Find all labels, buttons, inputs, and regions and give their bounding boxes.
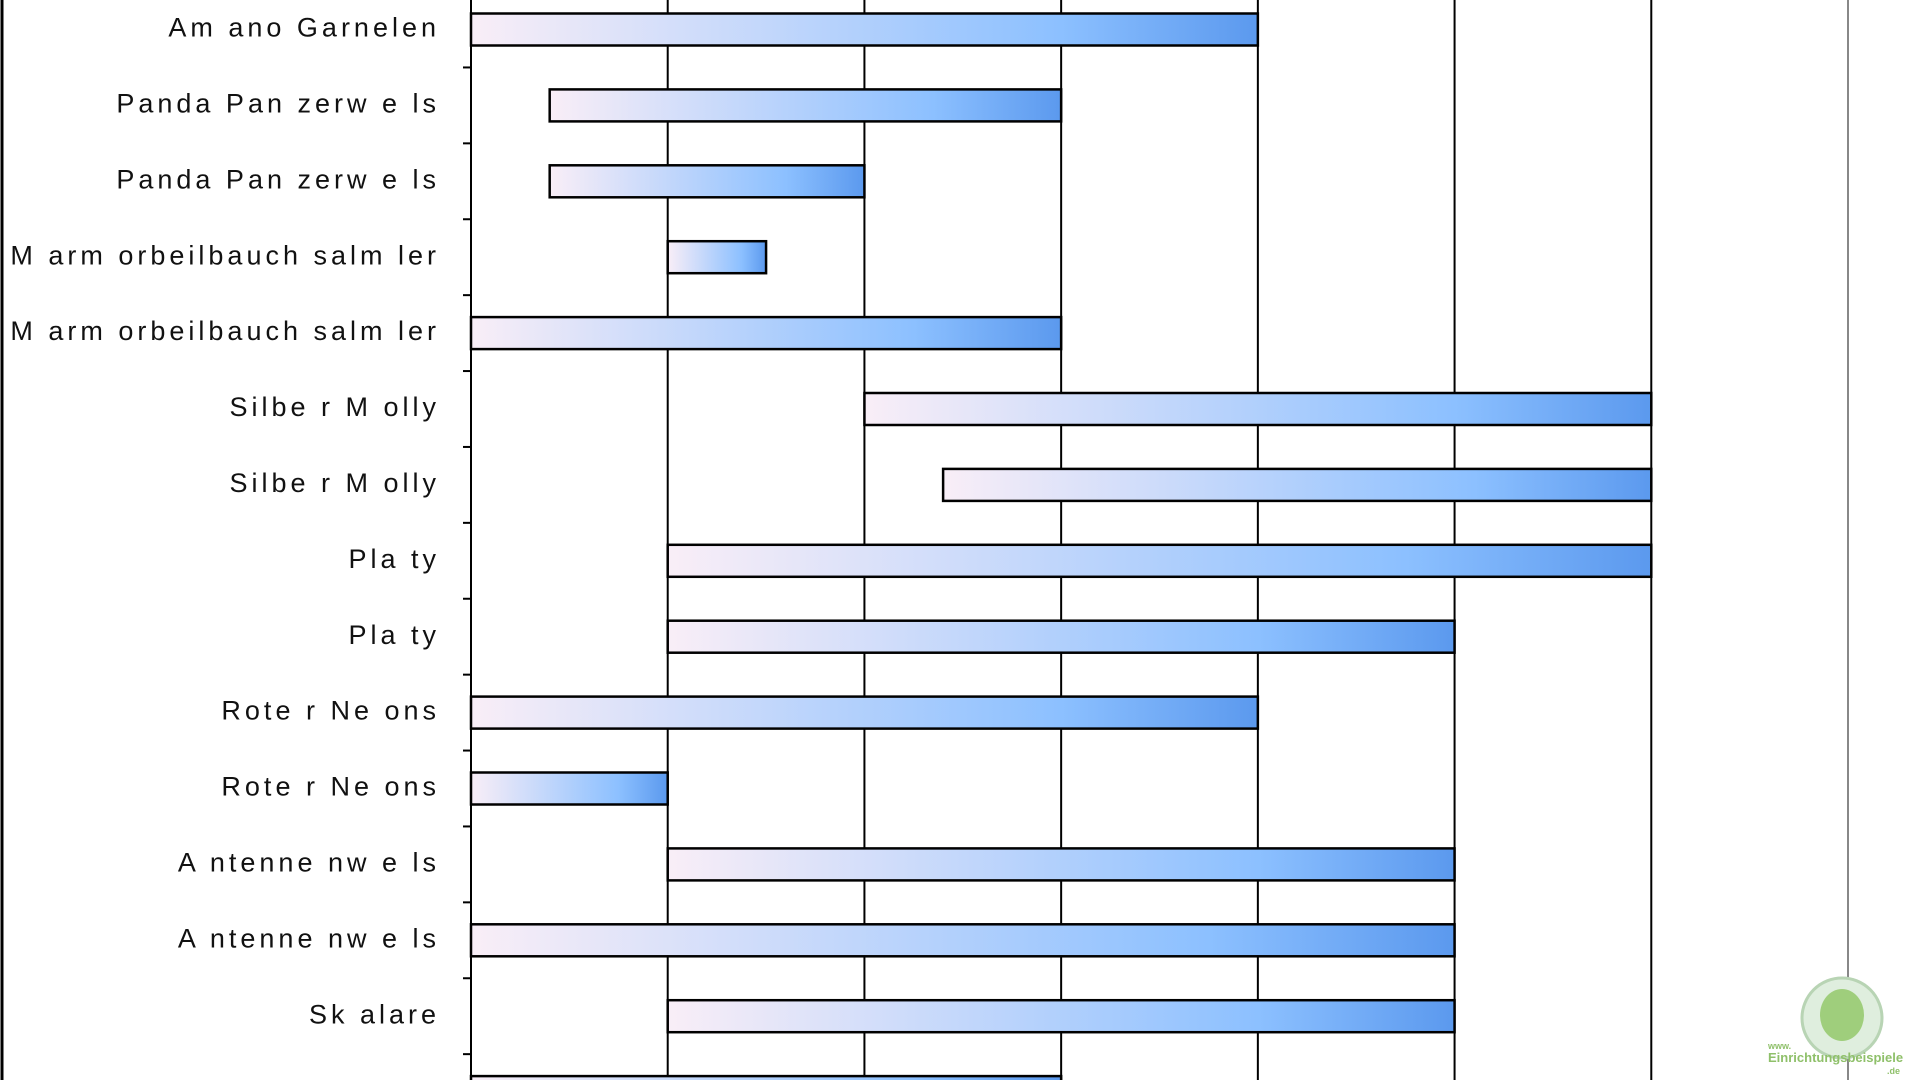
bar xyxy=(863,391,1653,427)
y-tick-label: Panda Pan zerw e ls xyxy=(116,89,440,119)
bar xyxy=(469,923,1456,958)
bar xyxy=(469,1074,1063,1080)
watermark: www. Einrichtungsbeispiele .de xyxy=(1767,976,1903,1076)
bar xyxy=(666,239,768,275)
bar xyxy=(941,467,1653,503)
y-tick-label: Rote r Ne ons xyxy=(221,772,440,802)
y-tick-label: Silbe r M olly xyxy=(229,392,440,422)
watermark-text: .de xyxy=(1887,1066,1900,1076)
y-tick-label: Am ano Garnelen xyxy=(168,13,440,43)
bar xyxy=(469,315,1063,351)
y-tick-label: M arm orbeilbauch salm ler xyxy=(10,240,440,270)
y-tick-label: Silbe r M olly xyxy=(229,468,440,498)
watermark-text: www. xyxy=(1767,1041,1791,1051)
bar xyxy=(548,88,1063,123)
bar xyxy=(666,543,1653,579)
y-tick-label: Rote r Ne ons xyxy=(221,696,440,726)
bar xyxy=(469,695,1260,730)
y-tick-label: Panda Pan zerw e ls xyxy=(116,164,440,194)
watermark-text: Einrichtungsbeispiele xyxy=(1768,1050,1903,1065)
watermark-frog xyxy=(1820,989,1864,1041)
y-tick-label: A ntenne nw e ls xyxy=(178,848,440,878)
y-tick-label: M arm orbeilbauch salm ler xyxy=(10,316,440,346)
bar xyxy=(666,847,1456,882)
bar xyxy=(666,998,1456,1034)
y-tick-label: Pla ty xyxy=(348,544,440,574)
y-tick-label: Pla ty xyxy=(348,620,440,650)
y-tick-label: A ntenne nw e ls xyxy=(178,923,440,953)
bar xyxy=(469,771,669,806)
bar xyxy=(469,12,1260,47)
bar xyxy=(666,619,1456,654)
y-tick-label: Sk alare xyxy=(309,999,440,1029)
bar xyxy=(548,164,866,199)
